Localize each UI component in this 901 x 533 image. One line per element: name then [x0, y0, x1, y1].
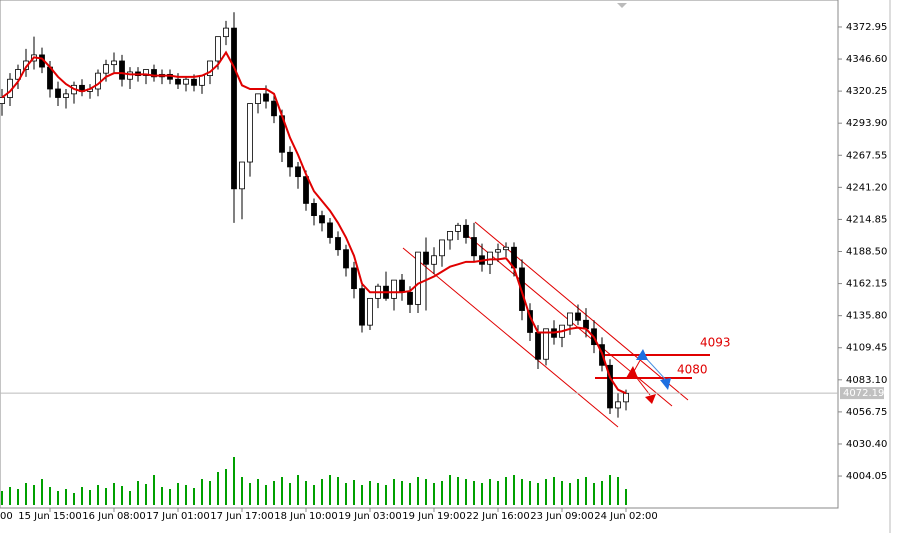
candle-body: [15, 69, 21, 80]
x-tick-label: 22 Jun 16:00: [466, 511, 530, 522]
candle-body: [311, 203, 317, 216]
candle-body: [143, 69, 149, 76]
candle-body: [191, 78, 197, 86]
candle-body: [359, 288, 365, 326]
y-tick-label: 4109.45: [846, 343, 887, 354]
candle-body: [215, 36, 221, 62]
x-tick-label: 19 Jun 03:00: [338, 511, 402, 522]
candle-body: [607, 364, 613, 409]
candle-body: [247, 103, 253, 163]
candle-body: [127, 71, 133, 80]
y-tick-label: 4372.95: [846, 22, 887, 33]
candle-body: [351, 267, 357, 290]
y-tick-label: 4267.55: [846, 150, 887, 161]
candle-body: [303, 176, 309, 204]
current-price-label: 4072.19: [843, 388, 884, 399]
y-tick-label: 4188.50: [846, 247, 887, 258]
y-tick-label: 4241.20: [846, 182, 887, 193]
signal-arrows: [626, 349, 671, 404]
candle-body: [255, 93, 261, 104]
y-tick-label: 4083.10: [846, 375, 887, 386]
y-tick-label: 4030.40: [846, 439, 887, 450]
candle-body: [535, 332, 541, 360]
candle-body: [151, 69, 157, 78]
candle-body: [223, 27, 229, 38]
candle-body: [583, 319, 589, 330]
y-tick-label: 4004.05: [846, 471, 887, 482]
candle-body: [407, 291, 413, 305]
candle-body: [543, 328, 549, 360]
candle-body: [495, 249, 501, 253]
candle-body: [431, 255, 437, 265]
candle-body: [415, 251, 421, 305]
candle-body: [567, 312, 573, 326]
candle-body: [111, 60, 117, 66]
candle-body: [295, 166, 301, 178]
x-tick-label: 19 Jun 19:00: [402, 511, 466, 522]
candle-body: [447, 231, 453, 241]
x-tick-label: 15 Jun 15:00: [18, 511, 82, 522]
x-tick-label: 24 Jun 02:00: [594, 511, 658, 522]
candle-body: [263, 93, 269, 102]
candle-body: [55, 88, 61, 98]
candle-body: [207, 60, 213, 76]
annotation: 4093: [700, 336, 731, 350]
x-tick-label: 17 Jun 01:00: [146, 511, 210, 522]
candle-body: [463, 224, 469, 238]
candle-body: [199, 75, 205, 86]
x-tick-label: 17 Jun 17:00: [210, 511, 274, 522]
candle-body: [423, 251, 429, 265]
candle-body: [183, 78, 189, 85]
y-tick-label: 4162.15: [846, 279, 887, 290]
candle-body: [0, 97, 5, 104]
candle-body: [455, 224, 461, 232]
candle-body: [103, 64, 109, 74]
candle-body: [95, 72, 101, 90]
candle-body: [439, 239, 445, 257]
candle-body: [471, 237, 477, 257]
candle-body: [399, 279, 405, 293]
x-tick-label: 23 Jun 09:00: [530, 511, 594, 522]
y-tick-label: 4293.90: [846, 118, 887, 129]
candle-body: [335, 237, 341, 251]
candle-body: [343, 249, 349, 269]
x-tick-label: 16 Jun 08:00: [82, 511, 146, 522]
candle-body: [119, 60, 125, 80]
candle-body: [319, 215, 325, 224]
moving-average: [1, 50, 627, 395]
candle-body: [391, 279, 397, 299]
y-tick-label: 4056.75: [846, 407, 887, 418]
candle-body: [623, 392, 629, 403]
y-tick-label: 4214.85: [846, 214, 887, 225]
current-price-box: [840, 387, 884, 400]
x-tick-label: 18 Jun 10:00: [274, 511, 338, 522]
candle-body: [287, 151, 293, 168]
y-tick-label: 4320.25: [846, 86, 887, 97]
candle-body: [231, 27, 237, 190]
candle-body: [575, 312, 581, 321]
x-tick-label: 00: [0, 511, 13, 522]
shift-marker: [617, 3, 627, 8]
y-tick-label: 4135.80: [846, 311, 887, 322]
y-tick-label: 4346.60: [846, 54, 887, 65]
candle-body: [63, 93, 69, 98]
candle-body: [327, 222, 333, 238]
candle-body: [239, 161, 245, 190]
candle-body: [367, 297, 373, 326]
candle-body: [271, 100, 277, 117]
candle-body: [175, 78, 181, 85]
candle-body: [487, 251, 493, 265]
annotation: 4080: [677, 363, 708, 377]
candle-body: [503, 246, 509, 251]
candle-body: [615, 401, 621, 409]
